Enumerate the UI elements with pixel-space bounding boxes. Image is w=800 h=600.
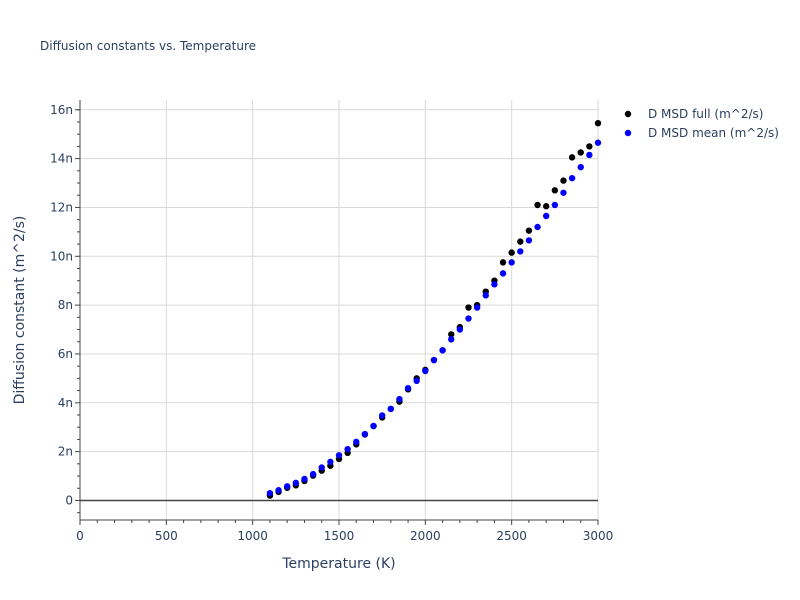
data-point-series-2[interactable]: [499, 270, 507, 277]
data-point-series-2[interactable]: [525, 237, 533, 244]
data-point-series-2[interactable]: [361, 430, 369, 438]
data-point-series-2[interactable]: [560, 189, 567, 196]
data-point-series-2[interactable]: [543, 212, 550, 220]
data-point-series-2[interactable]: [266, 489, 274, 497]
legend-marker: [624, 129, 632, 137]
data-point-series-2[interactable]: [594, 139, 602, 146]
y-tick-label: 16n: [50, 103, 73, 117]
y-tick-label: 0: [65, 493, 73, 507]
data-point-series-1[interactable]: [594, 119, 602, 127]
data-point-series-2[interactable]: [318, 464, 325, 471]
y-tick-label: 4n: [58, 396, 73, 410]
x-tick-label: 1500: [324, 529, 355, 543]
axes: 0 500 1000 1500 2000 2500 3000 0 2n 4n 6n 8n 10n 12n 1…: [50, 100, 613, 543]
legend-marker: [624, 110, 632, 118]
x-tick-label: 0: [76, 529, 84, 543]
data-point-series-2[interactable]: [482, 292, 489, 299]
data-point-series-2[interactable]: [473, 304, 481, 311]
data-point-series-2[interactable]: [517, 248, 524, 255]
data-point-series-2[interactable]: [353, 438, 360, 446]
data-point-series-2[interactable]: [275, 487, 282, 494]
data-point-series-2[interactable]: [335, 452, 343, 459]
data-point-series-1[interactable]: [525, 227, 533, 234]
data-point-series-2[interactable]: [284, 483, 291, 490]
data-point-series-1[interactable]: [517, 238, 524, 245]
data-point-series-2[interactable]: [491, 281, 498, 288]
x-tick-label: 3000: [583, 529, 614, 543]
data-point-series-2[interactable]: [430, 356, 438, 364]
data-point-series-2[interactable]: [309, 470, 317, 478]
y-tick-label: 8n: [58, 298, 73, 312]
data-point-series-2[interactable]: [465, 315, 472, 322]
data-point-series-2[interactable]: [404, 384, 412, 392]
data-point-series-1[interactable]: [586, 143, 593, 150]
data-point-series-1[interactable]: [568, 154, 576, 161]
data-point-series-2[interactable]: [586, 151, 593, 159]
data-point-series-1[interactable]: [465, 304, 472, 311]
legend-label[interactable]: D MSD mean (m^2/s): [648, 126, 779, 140]
data-point-series-1[interactable]: [508, 249, 515, 256]
x-tick-label: 2000: [410, 529, 441, 543]
y-tick-label: 12n: [50, 200, 73, 214]
data-point-series-2[interactable]: [327, 458, 334, 466]
data-point-series-2[interactable]: [508, 259, 515, 266]
data-point-series-2[interactable]: [378, 412, 386, 419]
data-point-series-2[interactable]: [292, 479, 300, 487]
data-point-series-2[interactable]: [456, 326, 464, 333]
x-axis-title: Temperature (K): [281, 556, 395, 572]
data-point-series-2[interactable]: [577, 163, 584, 171]
y-tick-label: 2n: [58, 445, 73, 459]
data-point-series-2[interactable]: [370, 422, 377, 430]
data-point-series-2[interactable]: [448, 336, 455, 343]
legend-label[interactable]: D MSD full (m^2/s): [648, 107, 763, 121]
data-point-series-2[interactable]: [344, 445, 351, 453]
y-tick-label: 6n: [58, 347, 73, 361]
x-tick-label: 2500: [496, 529, 527, 543]
data-point-series-1[interactable]: [543, 203, 550, 210]
data-point-series-2[interactable]: [534, 223, 541, 231]
data-point-series-2[interactable]: [413, 377, 420, 385]
chart-title: Diffusion constants vs. Temperature: [40, 39, 256, 53]
data-point-series-1[interactable]: [577, 149, 584, 156]
data-point-series-2[interactable]: [551, 201, 559, 209]
data-point-series-2[interactable]: [439, 347, 446, 354]
y-tick-label: 10n: [50, 249, 73, 263]
data-point-series-1[interactable]: [534, 201, 541, 209]
x-tick-label: 1000: [237, 529, 268, 543]
y-tick-label: 14n: [50, 152, 73, 166]
data-point-series-1[interactable]: [551, 187, 559, 194]
y-axis-title: Diffusion constant (m^2/s): [12, 216, 28, 405]
data-point-series-2[interactable]: [387, 405, 394, 413]
data-point-series-2[interactable]: [422, 367, 429, 375]
data-point-series-1[interactable]: [499, 259, 507, 266]
data-point-series-2[interactable]: [396, 395, 403, 403]
data-point-series-2[interactable]: [301, 475, 308, 483]
grid: [80, 100, 599, 520]
legend[interactable]: D MSD full (m^2/s) D MSD mean (m^2/s): [624, 107, 779, 140]
data-point-series-1[interactable]: [448, 331, 455, 338]
x-tick-label: 500: [155, 529, 178, 543]
data-points: [266, 119, 602, 499]
data-point-series-2[interactable]: [568, 174, 576, 182]
data-point-series-1[interactable]: [560, 177, 567, 184]
